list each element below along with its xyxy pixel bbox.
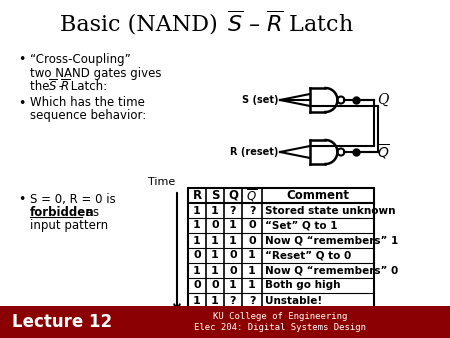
Text: Now Q “remembers” 1: Now Q “remembers” 1 [265, 236, 398, 245]
Text: 1: 1 [193, 220, 201, 231]
Text: $\overline{Q}$: $\overline{Q}$ [378, 142, 390, 162]
Text: Basic (NAND): Basic (NAND) [60, 13, 225, 35]
Text: 1: 1 [193, 206, 201, 216]
Text: 1: 1 [193, 266, 201, 275]
Text: 0: 0 [193, 281, 201, 290]
Text: “Cross-Coupling”: “Cross-Coupling” [30, 53, 131, 67]
Text: Both go high: Both go high [265, 281, 341, 290]
Text: forbidden: forbidden [30, 207, 94, 219]
Text: $\overline{Q}$: $\overline{Q}$ [247, 187, 257, 204]
Text: Q: Q [378, 93, 389, 107]
Text: 0: 0 [229, 266, 237, 275]
Text: $\overline{S}$: $\overline{S}$ [48, 78, 58, 94]
Text: S = 0, R = 0 is: S = 0, R = 0 is [30, 193, 116, 207]
Text: KU College of Engineering
Elec 204: Digital Systems Design: KU College of Engineering Elec 204: Digi… [194, 312, 366, 332]
Text: “Set” Q to 1: “Set” Q to 1 [265, 220, 338, 231]
Text: -: - [55, 79, 63, 93]
Text: Time: Time [148, 177, 175, 187]
Text: •: • [18, 193, 25, 207]
Bar [188, 188, 374, 308]
Text: Stored state unknown: Stored state unknown [265, 206, 396, 216]
Text: sequence behavior:: sequence behavior: [30, 110, 146, 122]
Text: 0: 0 [229, 250, 237, 261]
Text: 1: 1 [211, 236, 219, 245]
Text: 0: 0 [211, 281, 219, 290]
Text: 1: 1 [229, 281, 237, 290]
Text: 0: 0 [193, 250, 201, 261]
Text: S: S [211, 189, 219, 202]
Text: the: the [30, 79, 53, 93]
Text: ?: ? [230, 206, 236, 216]
Text: 0: 0 [248, 236, 256, 245]
Text: 1: 1 [211, 250, 219, 261]
Text: 1: 1 [193, 236, 201, 245]
Text: ?: ? [230, 295, 236, 306]
Text: 1: 1 [248, 250, 256, 261]
Text: •: • [18, 53, 25, 67]
Text: Lecture 12: Lecture 12 [12, 313, 112, 331]
Text: 0: 0 [248, 220, 256, 231]
Text: Now Q “remembers” 0: Now Q “remembers” 0 [265, 266, 398, 275]
Text: 1: 1 [211, 266, 219, 275]
Text: $\overline{R}$: $\overline{R}$ [60, 78, 70, 94]
Text: $\overline{S}$ – $\overline{R}$ Latch: $\overline{S}$ – $\overline{R}$ Latch [227, 11, 354, 37]
Text: Comment: Comment [287, 189, 350, 202]
Text: R (reset): R (reset) [230, 147, 278, 157]
Text: ?: ? [249, 206, 255, 216]
Bar [0, 306, 450, 338]
Text: 1: 1 [229, 236, 237, 245]
Text: 1: 1 [193, 295, 201, 306]
Text: •: • [18, 97, 25, 110]
Text: as: as [82, 207, 99, 219]
Text: 0: 0 [211, 220, 219, 231]
Text: 1: 1 [211, 295, 219, 306]
Text: input pattern: input pattern [30, 219, 108, 233]
Text: Latch:: Latch: [67, 79, 107, 93]
Text: Unstable!: Unstable! [265, 295, 322, 306]
Text: Q: Q [228, 189, 238, 202]
Text: “Reset” Q to 0: “Reset” Q to 0 [265, 250, 351, 261]
Text: 1: 1 [248, 266, 256, 275]
Text: 1: 1 [248, 281, 256, 290]
Text: 1: 1 [229, 220, 237, 231]
Text: R: R [193, 189, 202, 202]
Text: 1: 1 [211, 206, 219, 216]
Text: ?: ? [249, 295, 255, 306]
Text: two NAND gates gives: two NAND gates gives [30, 67, 162, 79]
Text: Which has the time: Which has the time [30, 97, 145, 110]
Text: S (set): S (set) [242, 95, 278, 105]
